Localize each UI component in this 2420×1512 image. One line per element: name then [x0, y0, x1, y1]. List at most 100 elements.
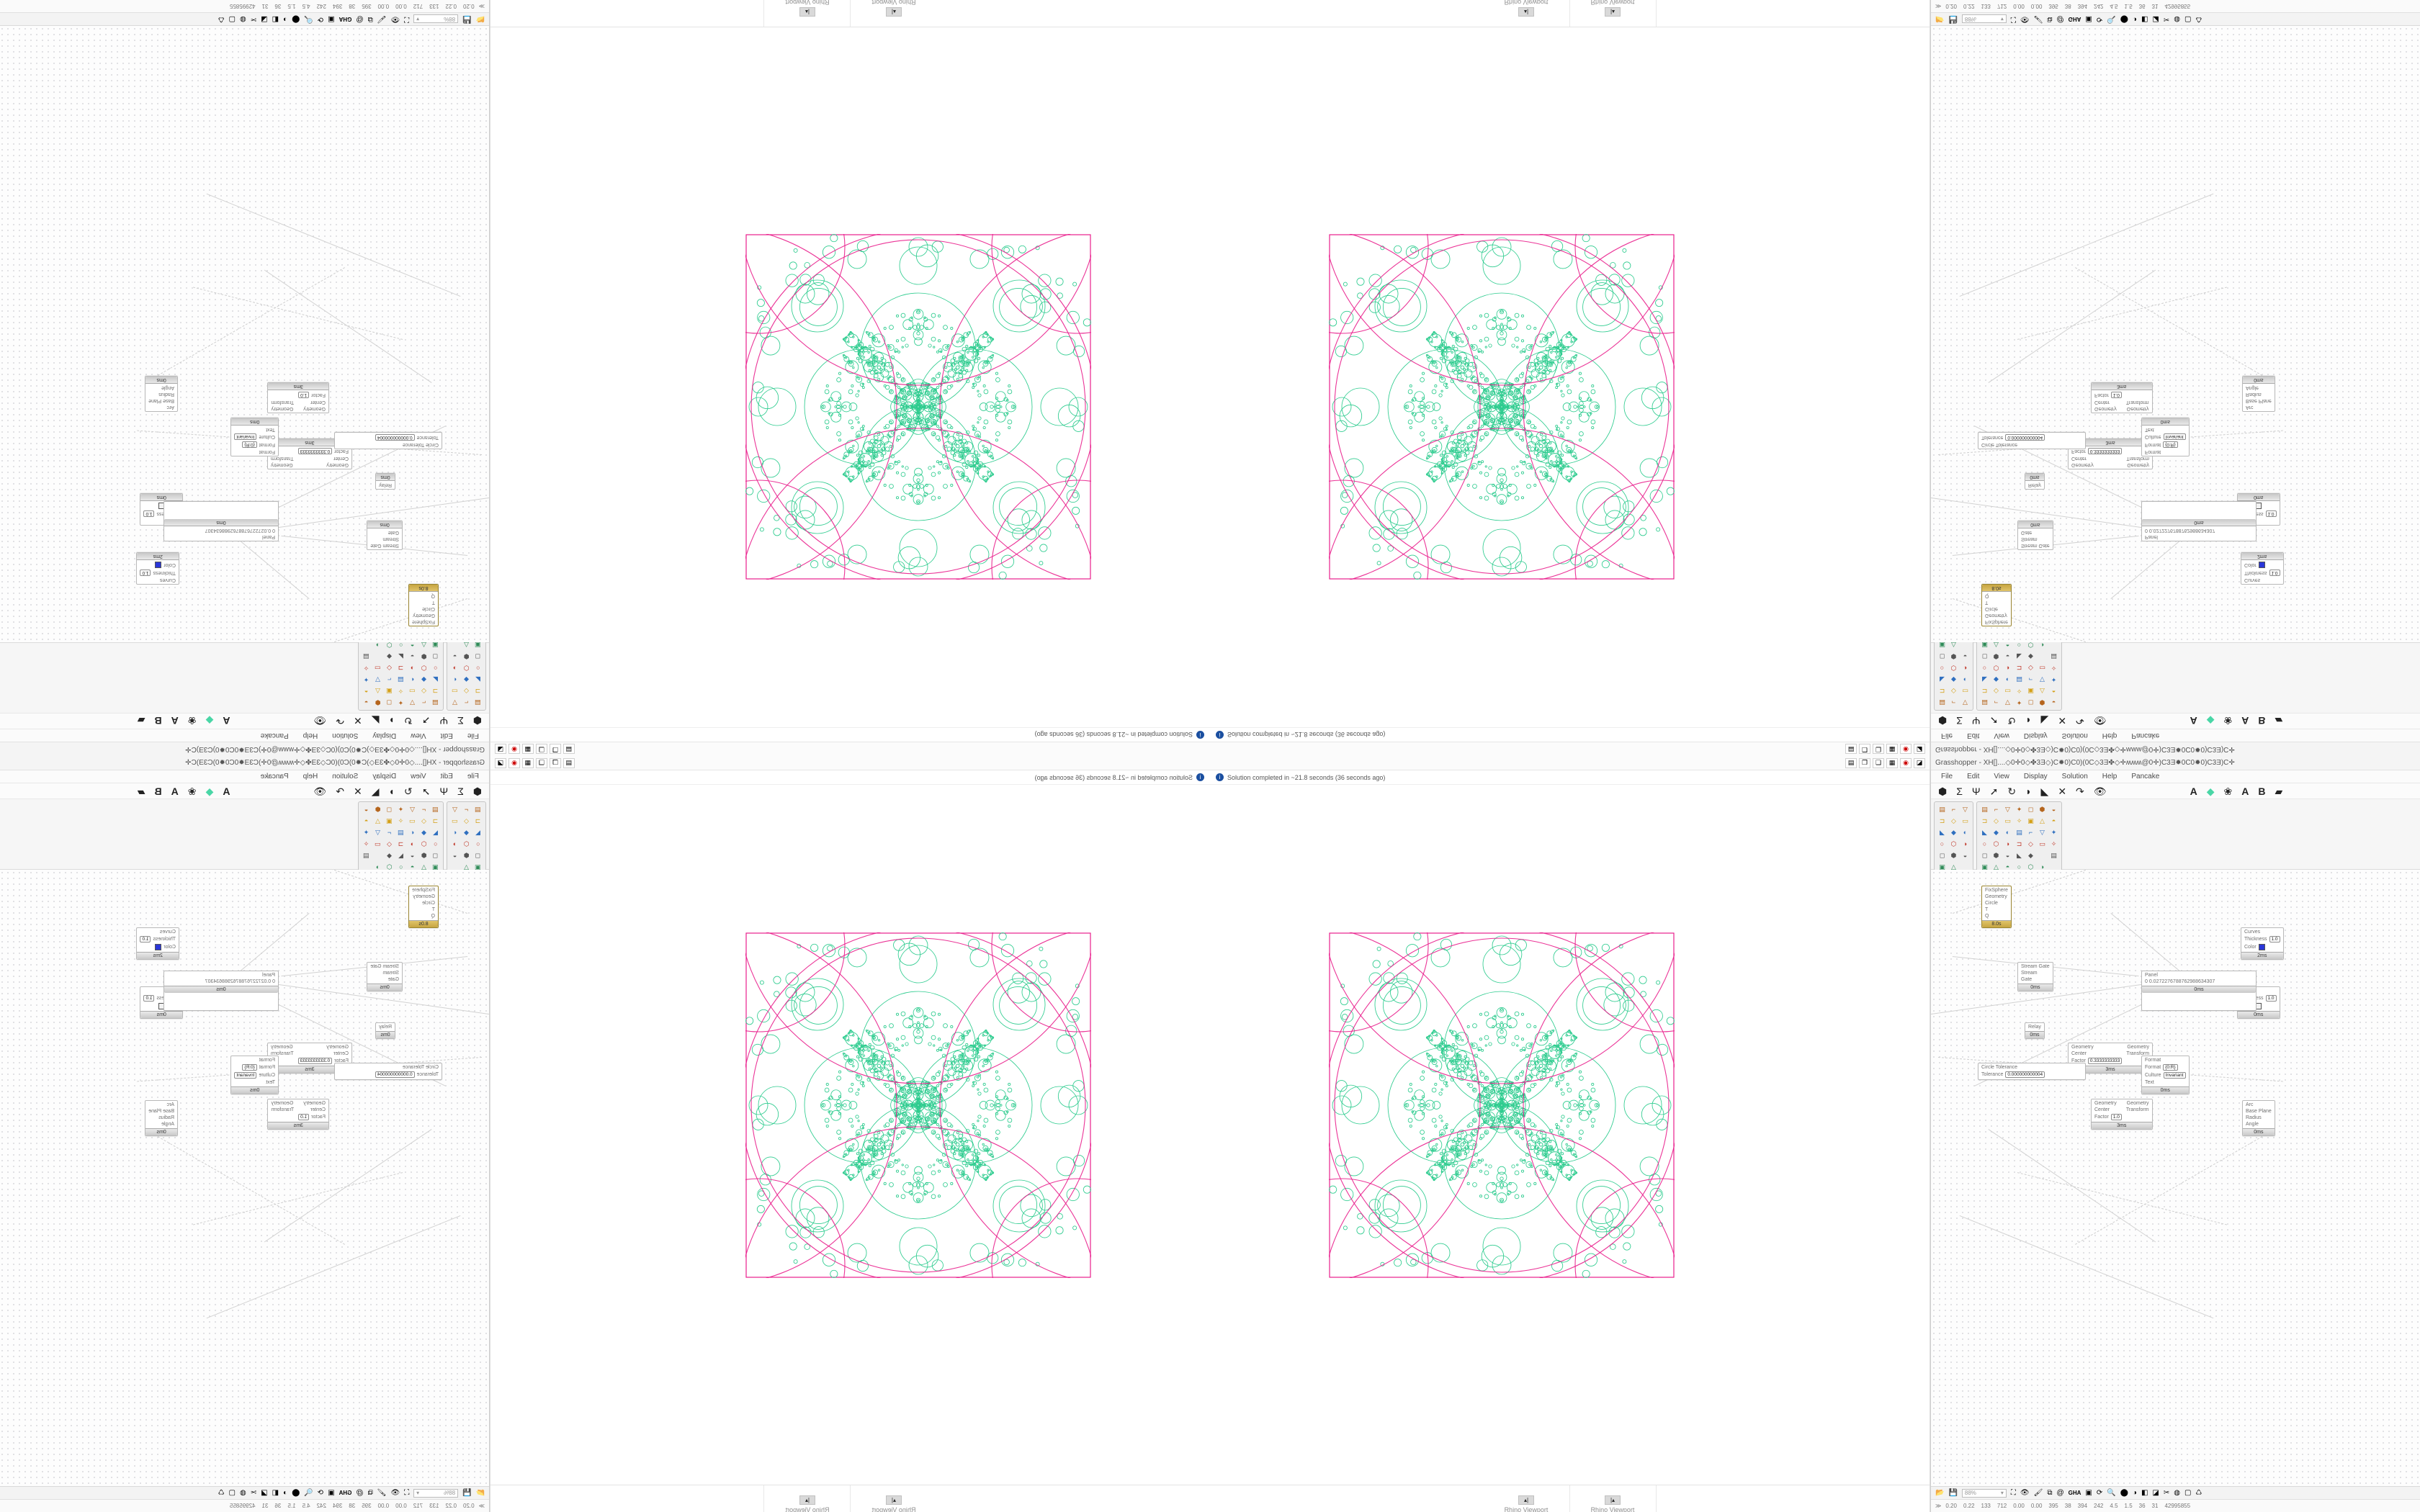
circle-tube-icon[interactable]: ◑	[452, 665, 457, 672]
frame-quad-icon[interactable]: ▭	[2004, 817, 2011, 824]
canvas-toolbar[interactable]: 📂 💾 88% ▾ ⛶ 👁 🖌 ⧉ @ GHA ▣ ⟳ 🔍 ⬤	[0, 13, 489, 26]
layers-icon[interactable]: ▣	[328, 1489, 335, 1497]
gh-component[interactable]: Panel 0 0.0272276788762988634307 0ms	[163, 501, 279, 541]
bulb-icon[interactable]: ◍	[240, 15, 246, 23]
cube-blue-icon[interactable]: ◇	[2028, 840, 2033, 847]
vector-arrow-icon[interactable]: ➚	[1989, 715, 1999, 727]
param-value[interactable]: 0.000000000004	[2005, 1071, 2045, 1078]
gh-component[interactable]: FixSphere Geometry Circle T Q 8.0s	[408, 886, 439, 928]
branch-icon[interactable]: ◣	[433, 676, 438, 683]
calc-icon[interactable]: ▦	[522, 744, 534, 755]
scissors-icon[interactable]: ✂	[2163, 1489, 2170, 1497]
tri-red-icon[interactable]: ⬢	[1993, 852, 1999, 859]
menu-view[interactable]: View	[411, 732, 426, 739]
plane-tri-icon[interactable]: ○	[1982, 840, 1987, 847]
at-icon[interactable]: @	[2056, 15, 2064, 23]
chevron-down-icon[interactable]: ▾	[2000, 1490, 2004, 1496]
open-folder-icon[interactable]: 📂	[1935, 1489, 1945, 1497]
panel-icon[interactable]: ◒	[2051, 806, 2056, 813]
rhino-viewport-tabs[interactable]: ▴| Rhino Viewport |▴ Rhino Viewport	[490, 0, 1210, 27]
press-icon[interactable]: ▽	[410, 806, 415, 813]
text-a-icon[interactable]: A	[2190, 715, 2197, 727]
list-map-icon[interactable]: ◻	[1981, 852, 1988, 859]
tri-red-icon[interactable]: ◓	[2051, 817, 2056, 824]
sync-icon[interactable]: ⟳	[2096, 1489, 2103, 1497]
save-disk-icon[interactable]: 💾	[462, 15, 472, 23]
node-grid-icon[interactable]: ⊐	[1981, 688, 1988, 695]
cube-blue-icon[interactable]: ◑	[410, 665, 415, 672]
preview-eye-icon[interactable]: 👁	[390, 1489, 400, 1497]
channel-icon[interactable]: ⊐	[475, 688, 481, 695]
press-icon[interactable]: ▭	[2039, 665, 2045, 672]
panel-icon[interactable]: ◒	[2051, 699, 2056, 706]
angle-L-icon[interactable]: ▽	[1963, 699, 1968, 706]
sync-icon[interactable]: ⟳	[2096, 15, 2103, 23]
rhino-toolbar-top[interactable]: ▤ ❐ ❑ ▦ ◉ ◪	[490, 756, 1210, 770]
color-swatch[interactable]	[2258, 562, 2265, 568]
maths-sigma-icon[interactable]: Σ	[457, 785, 464, 797]
grasshopper-canvas[interactable]: CurvesThickness1.0Color2msCurvesThicknes…	[1931, 870, 2420, 1486]
tab-rhino-viewport-a[interactable]: ▴| Rhino Viewport	[850, 1485, 937, 1512]
calc-icon[interactable]: ▦	[1886, 757, 1898, 768]
circle-icon[interactable]: ◇	[1994, 688, 1999, 695]
gha-icon[interactable]: GHA	[339, 1490, 352, 1496]
component-ribbon[interactable]: ▤⊐◣○◻▣⌐◇◆⬡⬢△▽▭◐◑◒ Profiles + ▤⊐◣○◻▣⌐◇◆⬡⬢…	[0, 630, 489, 713]
poly-icon[interactable]: ◻	[2027, 699, 2034, 706]
at-icon[interactable]: @	[356, 15, 364, 23]
cloud-icon[interactable]: ❀	[187, 785, 197, 797]
tee-icon[interactable]: ◐	[1963, 676, 1968, 683]
sets-y-icon[interactable]: Ψ	[439, 715, 449, 727]
cube-blue-icon[interactable]: ◑	[410, 840, 415, 847]
bold-b-icon[interactable]: B	[154, 715, 162, 727]
circle-tube-icon[interactable]: ◻	[1939, 653, 1945, 660]
stop-red-icon[interactable]: ◉	[1900, 757, 1912, 768]
press-icon[interactable]: ▽	[410, 699, 415, 706]
gh-component[interactable]: Circle Tolerance Tolerance 0.000000000004	[334, 432, 442, 449]
scissors-icon[interactable]: ✂	[250, 15, 257, 23]
grasshopper-menubar[interactable]: File Edit View Display Solution Help Pan…	[1931, 729, 2420, 742]
gh-component[interactable]: Stream Gate Stream Gate 0ms	[367, 962, 403, 991]
ibeam-icon[interactable]: ⬡	[463, 665, 470, 672]
camera-icon[interactable]: ◪	[1914, 744, 1925, 755]
recycle-icon[interactable]: ♺	[218, 15, 225, 23]
solid-icon[interactable]: ◆	[2028, 653, 2033, 660]
tab-rhino-viewport-a[interactable]: ▴| Rhino Viewport	[1484, 1485, 1570, 1512]
search-icon[interactable]: 🔍	[304, 1489, 313, 1497]
gha-icon[interactable]: GHA	[2068, 16, 2081, 22]
point-icon[interactable]: ◒	[1963, 852, 1968, 859]
plane-tri-icon[interactable]: ○	[433, 840, 438, 847]
sets-y-icon[interactable]: Ψ	[1971, 715, 1981, 727]
tee-icon[interactable]: ◐	[452, 829, 457, 836]
param-value[interactable]: 0.000000000004	[2005, 434, 2045, 441]
channel-icon[interactable]: ⊐	[1939, 817, 1945, 824]
scroll-icon[interactable]: ▤	[1845, 757, 1857, 768]
branch-node-icon[interactable]: ◣	[2017, 852, 2022, 859]
surface-warp-icon[interactable]: ▤	[398, 676, 404, 683]
ibeam-icon[interactable]: ⌐	[1951, 699, 1956, 706]
solid-icon[interactable]: ▤	[432, 806, 439, 813]
press-icon[interactable]: ✧	[398, 817, 404, 824]
grasshopper-menubar[interactable]: File Edit View Display Solution Help Pan…	[1931, 770, 2420, 783]
vee-red-icon[interactable]: ✦	[2016, 806, 2022, 813]
gh-component[interactable]: Arc Base Plane Radius Angle 0ms	[2242, 1100, 2275, 1136]
param-value[interactable]: 1.0	[140, 936, 151, 942]
param-value[interactable]: Invariant	[2163, 433, 2186, 440]
square-tube-icon[interactable]: ◇	[1951, 817, 1956, 824]
gh-component[interactable]: Geometry Center Factor 1.0 Geometry Transform…	[267, 382, 329, 413]
rhino-toolbar-top[interactable]: ▤ ❐ ❑ ▦ ◉ ◪	[490, 742, 1210, 756]
cube-blue-icon[interactable]: ◇	[2028, 665, 2033, 672]
menu-edit[interactable]: Edit	[440, 773, 453, 780]
param-value[interactable]: 0.3333333333	[2087, 1058, 2123, 1064]
poly-icon[interactable]: ◻	[386, 806, 393, 813]
chevron-down-icon[interactable]: ▾	[416, 16, 420, 22]
gradient-icon[interactable]: ▤	[2051, 852, 2057, 859]
flame-icon[interactable]: ◣	[475, 676, 480, 683]
preview-eye-icon[interactable]: 👁	[2020, 15, 2030, 23]
list-map-icon[interactable]: ✦	[2051, 829, 2057, 836]
grasshopper-canvas[interactable]: CurvesThickness1.0Color2msCurvesThicknes…	[1931, 26, 2420, 642]
poly-icon[interactable]: △	[2040, 817, 2045, 824]
expand-chevron-icon[interactable]: ≫	[1935, 3, 1942, 9]
scroll-icon[interactable]: ▤	[1845, 744, 1857, 755]
gh-component[interactable]: Curves Thickness 1.0 Color 2ms	[136, 927, 179, 960]
angle-L-icon[interactable]: ▽	[1963, 806, 1968, 813]
